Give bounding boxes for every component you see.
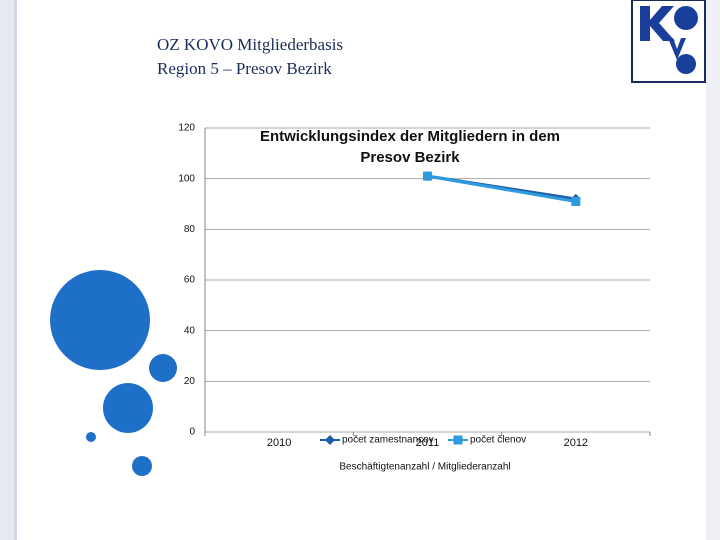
data-point (423, 171, 432, 181)
side-strip (706, 0, 720, 540)
y-tick-label: 120 (178, 123, 195, 134)
chart-title: Presov Bezirk (360, 149, 460, 166)
x-tick-label: 2010 (267, 437, 291, 449)
y-tick-label: 40 (184, 325, 196, 336)
y-tick-label: 0 (189, 427, 195, 438)
legend-marker (325, 435, 335, 445)
x-axis-label: Beschäftigtenanzahl / Mitgliederanzahl (339, 462, 510, 473)
decoration (50, 270, 177, 476)
data-point (571, 196, 581, 206)
logo (631, 0, 706, 83)
y-tick-label: 80 (184, 224, 196, 235)
x-tick-label: 2012 (564, 437, 588, 449)
side-strip (14, 0, 17, 540)
y-tick-label: 60 (184, 275, 196, 286)
side-strip (0, 0, 14, 540)
chart-title: Entwicklungsindex der Mitgliedern in dem (260, 128, 560, 145)
slide-title: OZ KOVO Mitgliederbasis (157, 35, 343, 54)
legend-label: počet členov (470, 435, 526, 446)
x-tick-label: 2011 (416, 437, 440, 449)
legend-label: počet zamestnancov (342, 435, 434, 446)
series-line (427, 174, 577, 203)
y-tick-label: 20 (184, 376, 196, 387)
slide-title: Region 5 – Presov Bezirk (157, 59, 332, 78)
legend-marker (453, 435, 463, 445)
y-tick-label: 100 (178, 173, 195, 184)
